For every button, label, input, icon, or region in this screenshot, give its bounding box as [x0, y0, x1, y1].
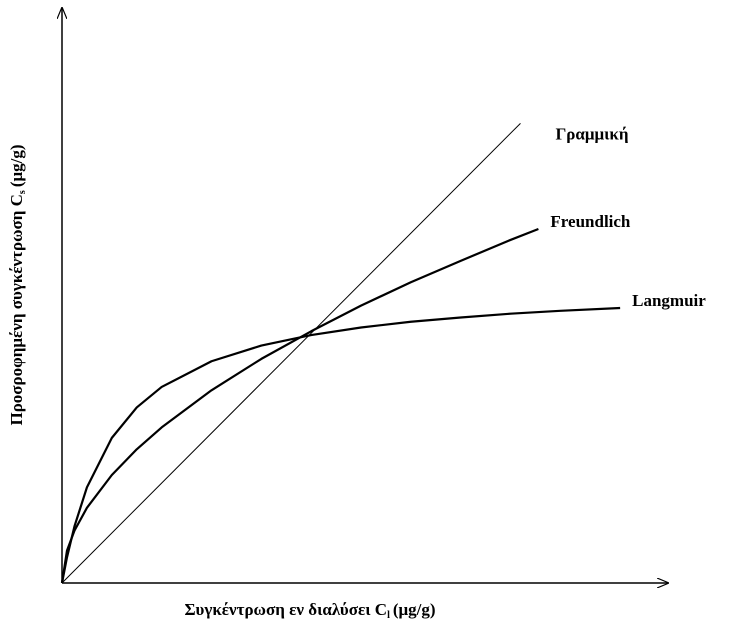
series-line: [60, 306, 621, 584]
y-axis-label: Προσροφημένη συγκέντρωση Cs (μg/g): [7, 144, 28, 425]
y-label-text: Προσροφημένη συγκέντρωση C: [7, 194, 26, 425]
x-label-text: Συγκέντρωση εν διαλύσει C: [184, 600, 387, 619]
series-line: [60, 227, 539, 584]
x-axis-label: Συγκέντρωση εν διαλύσει Cl (μg/g): [184, 600, 435, 621]
series-label: Freundlich: [550, 212, 631, 231]
y-label-unit: (μg/g): [7, 144, 26, 187]
y-label-sub: s: [17, 190, 28, 194]
series-label: Γραμμική: [555, 124, 628, 143]
x-label-sub: l: [387, 610, 390, 621]
series-line: [61, 122, 521, 584]
series-label: Langmuir: [632, 291, 706, 310]
x-label-unit: (μg/g): [393, 600, 436, 619]
